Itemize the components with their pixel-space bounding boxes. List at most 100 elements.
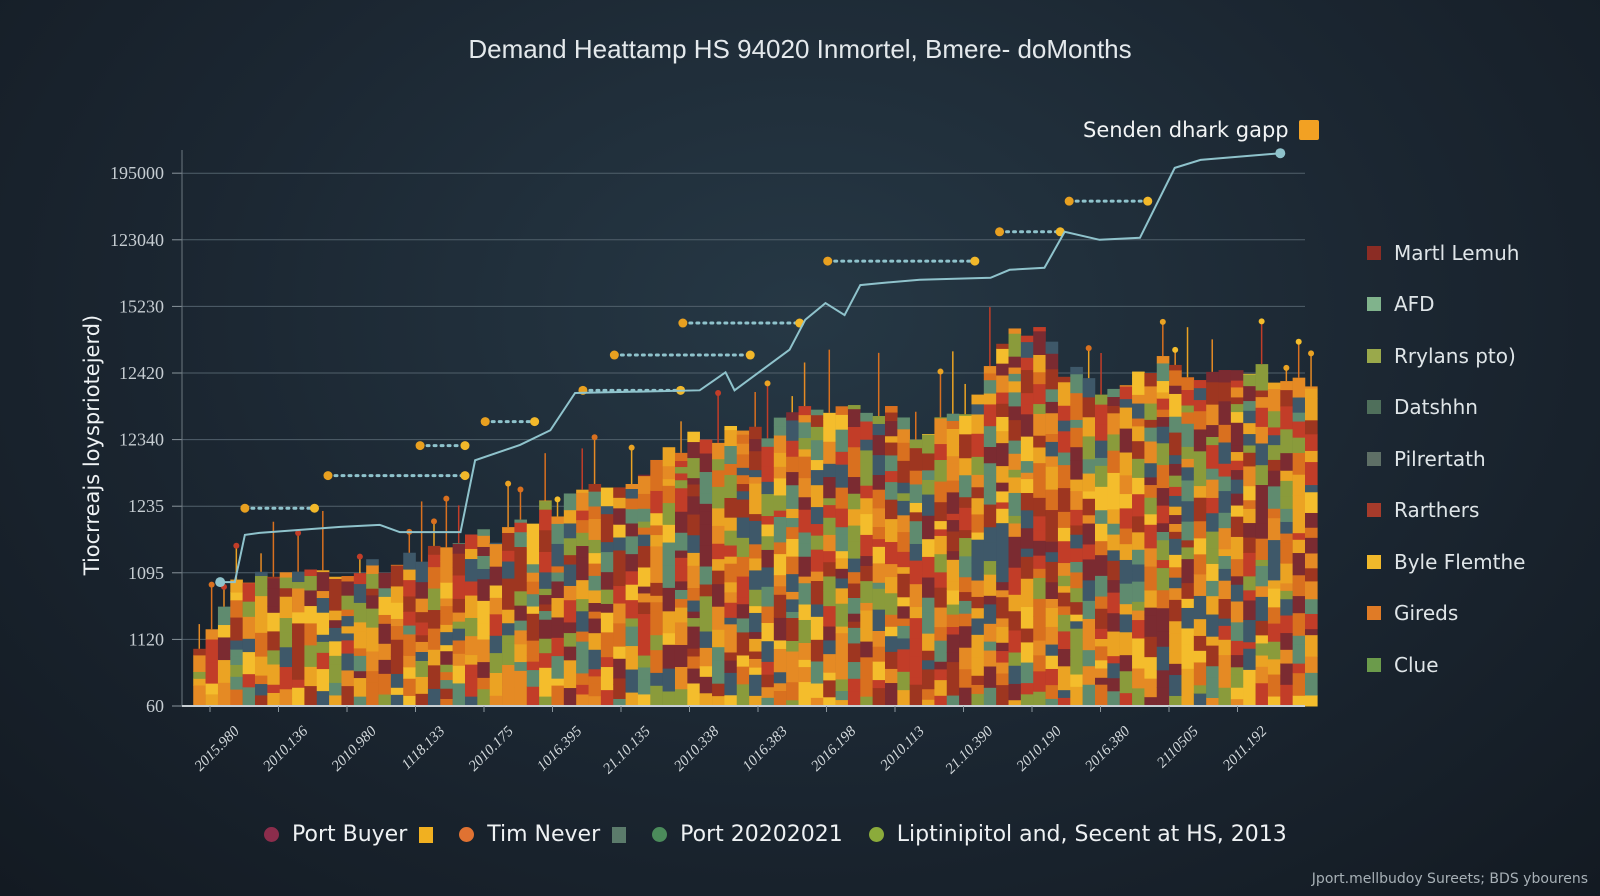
legend-label: Gireds: [1394, 601, 1459, 626]
heatmap-cell: [514, 661, 528, 671]
heatmap-cell: [613, 537, 626, 551]
heatmap-cell: [798, 496, 812, 510]
heatmap-cell: [872, 562, 886, 583]
heatmap-cell: [440, 582, 453, 599]
segment-end-dot: [745, 350, 755, 360]
heatmap-cell: [946, 559, 960, 582]
heatmap-cell: [588, 563, 602, 576]
heatmap-cell: [1008, 629, 1022, 653]
heatmap-cell: [230, 599, 243, 618]
heatmap-cell: [884, 442, 898, 456]
heatmap-cell: [427, 664, 441, 689]
heatmap-cell: [1144, 524, 1158, 549]
segment-end-dot: [970, 256, 980, 266]
heatmap-cell: [786, 526, 799, 539]
heatmap-cell: [1181, 668, 1195, 687]
heatmap-cell: [267, 587, 280, 607]
heatmap-cell: [835, 626, 849, 634]
heatmap-cell: [205, 629, 219, 640]
heatmap-cell: [798, 576, 812, 584]
heatmap-cell: [1243, 685, 1256, 707]
heatmap-cell: [588, 683, 602, 697]
heatmap-cell: [773, 435, 787, 453]
heatmap-cell: [230, 676, 243, 690]
heatmap-cell: [699, 453, 713, 473]
heatmap-cell: [872, 434, 886, 456]
heatmap-cell: [971, 562, 985, 581]
heatmap-cell: [884, 668, 898, 684]
heatmap-cell: [1156, 398, 1170, 410]
heatmap-cell: [625, 626, 639, 647]
heatmap-cell: [1230, 386, 1244, 398]
heatmap-cell: [600, 487, 614, 507]
heatmap-cell: [884, 626, 898, 637]
heatmap-cell: [650, 649, 663, 673]
heatmap-cell: [749, 695, 762, 707]
heatmap-cell: [1033, 413, 1046, 436]
heatmap-cell: [1008, 469, 1022, 478]
segment-end-dot: [1143, 196, 1153, 206]
legend-label: Rarthers: [1394, 498, 1480, 523]
heatmap-cell: [662, 502, 676, 525]
heatmap-cell: [1070, 571, 1083, 589]
heatmap-cell: [1169, 523, 1182, 532]
heatmap-cell: [539, 686, 552, 697]
heatmap-cell: [637, 592, 651, 603]
heatmap-cell: [1206, 436, 1219, 446]
heatmap-cell: [823, 696, 836, 707]
heatmap-cell: [1119, 386, 1133, 400]
heatmap-cell: [329, 655, 342, 665]
heatmap-cell: [502, 588, 515, 610]
heatmap-cell: [897, 514, 910, 533]
heatmap-cell: [502, 527, 515, 533]
heatmap-cell: [1156, 531, 1170, 541]
heatmap-cell: [304, 575, 318, 591]
heatmap-cell: [1169, 577, 1182, 589]
heatmap-cell: [884, 541, 898, 565]
heatmap-cell: [934, 679, 948, 696]
heatmap-cell: [403, 633, 416, 656]
heatmap-cell: [1008, 453, 1022, 470]
heatmap-cell: [1267, 539, 1281, 559]
heatmap-cell: [637, 693, 651, 707]
heatmap-cell: [786, 440, 799, 457]
heatmap-cell: [712, 469, 725, 487]
heatmap-cell: [736, 474, 750, 485]
heatmap-cell: [1033, 354, 1046, 373]
heatmap-cell: [810, 414, 824, 427]
heatmap-cell: [1119, 692, 1133, 707]
heatmap-cell: [1230, 396, 1244, 405]
segment-start-dot: [678, 318, 688, 328]
heatmap-cell: [712, 659, 725, 684]
heatmap-cell: [267, 630, 280, 651]
heatmap-cell: [1255, 373, 1269, 391]
heatmap-cell: [897, 671, 910, 691]
heatmap-cell: [724, 694, 738, 707]
heatmap-cell: [712, 458, 725, 471]
heatmap-cell: [440, 698, 453, 707]
heatmap-cell: [835, 508, 849, 528]
heatmap-cell: [1107, 690, 1120, 707]
heatmap-cell: [440, 644, 453, 652]
heatmap-cell: [1305, 461, 1318, 486]
heatmap-cell: [959, 613, 972, 627]
heatmap-cell: [1156, 522, 1170, 532]
heatmap-cell: [1070, 686, 1083, 707]
heatmap-cell: [736, 556, 750, 577]
heatmap-cell: [353, 621, 367, 632]
heatmap-cell: [1169, 538, 1182, 555]
heatmap-cell: [810, 535, 824, 550]
heatmap-cell: [1181, 466, 1195, 481]
heatmap-cell: [1008, 567, 1022, 583]
heatmap-cell: [847, 691, 861, 707]
bottom-legend-item: Port 20202021: [652, 822, 843, 847]
heatmap-cell: [1206, 645, 1219, 667]
heatmap-cell: [1280, 428, 1293, 454]
heatmap-cell: [1119, 398, 1133, 408]
heatmap-cell: [749, 612, 762, 633]
heatmap-cell: [1255, 407, 1269, 427]
heatmap-cell: [1280, 389, 1293, 407]
heatmap-cell: [699, 665, 713, 677]
heatmap-cell: [872, 546, 886, 564]
heatmap-cell: [1243, 589, 1256, 601]
